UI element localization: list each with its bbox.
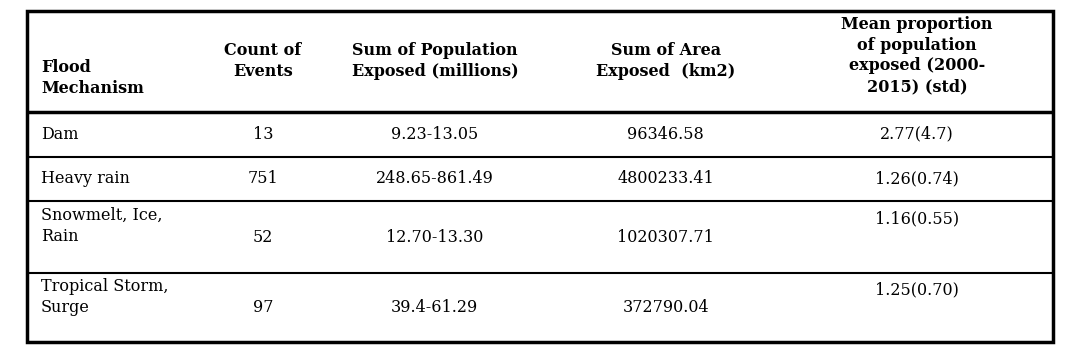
Text: Mean proportion
of population
exposed (2000-
2015) (std): Mean proportion of population exposed (2… (841, 16, 993, 95)
Text: 1.26(0.74): 1.26(0.74) (875, 170, 959, 187)
Text: Dam: Dam (41, 126, 79, 143)
Text: 4800233.41: 4800233.41 (618, 170, 714, 187)
Text: 96346.58: 96346.58 (627, 126, 704, 143)
Text: 751: 751 (247, 170, 279, 187)
Text: 97: 97 (253, 299, 273, 316)
Text: 12.70-13.30: 12.70-13.30 (387, 228, 484, 246)
Text: 9.23-13.05: 9.23-13.05 (391, 126, 478, 143)
Text: Heavy rain: Heavy rain (41, 170, 130, 187)
Text: 372790.04: 372790.04 (622, 299, 708, 316)
Text: 1020307.71: 1020307.71 (618, 228, 714, 246)
Text: 13: 13 (253, 126, 273, 143)
Text: 1.16(0.55): 1.16(0.55) (875, 210, 959, 227)
Text: Count of
Events: Count of Events (225, 42, 301, 80)
Text: 1.25(0.70): 1.25(0.70) (875, 281, 959, 298)
Text: Snowmelt, Ice,
Rain: Snowmelt, Ice, Rain (41, 207, 162, 245)
Text: 39.4-61.29: 39.4-61.29 (391, 299, 478, 316)
Text: Sum of Area
Exposed  (km2): Sum of Area Exposed (km2) (596, 42, 735, 80)
Text: Flood
Mechanism: Flood Mechanism (41, 59, 144, 97)
Text: Sum of Population
Exposed (millions): Sum of Population Exposed (millions) (351, 42, 518, 80)
Text: 2.77(4.7): 2.77(4.7) (880, 126, 954, 143)
Text: 248.65-861.49: 248.65-861.49 (376, 170, 494, 187)
Text: Tropical Storm,
Surge: Tropical Storm, Surge (41, 278, 168, 316)
Text: 52: 52 (253, 228, 273, 246)
